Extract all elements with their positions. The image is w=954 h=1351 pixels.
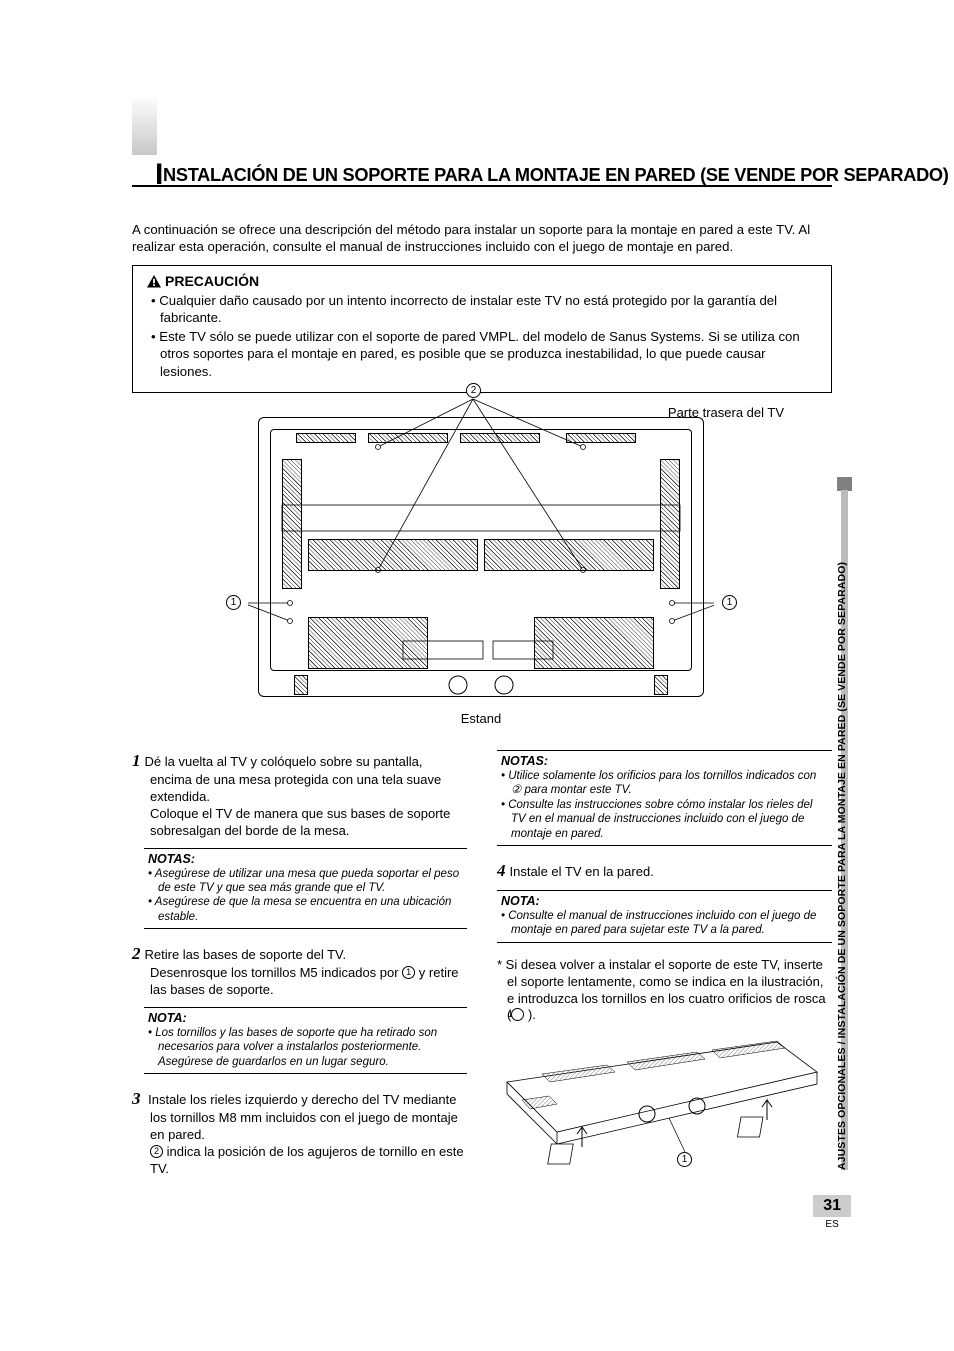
step-text: Dé la vuelta al TV y colóquelo sobre su …: [145, 754, 442, 804]
hatch-region: [296, 433, 356, 443]
step-text: 2 indica la posición de los agujeros de …: [132, 1144, 467, 1178]
step-text: Instale el TV en la pared.: [510, 864, 654, 879]
step-number: 3: [132, 1089, 141, 1108]
step-number: 2: [132, 944, 141, 963]
inline-callout-1: 1: [402, 966, 415, 979]
title-text: NSTALACIÓN DE UN SOPORTE PARA LA MONTAJE…: [163, 165, 948, 185]
note-item: Utilice solamente los orificios para los…: [501, 769, 828, 798]
hatch-region: [534, 617, 654, 669]
stand-hatch: [294, 675, 308, 695]
hatch-region: [460, 433, 540, 443]
note-item: Asegúrese de utilizar una mesa que pueda…: [148, 867, 463, 896]
hatch-region: [308, 617, 428, 669]
step-text: Instale los rieles izquierdo y derecho d…: [145, 1092, 458, 1142]
callout-1-small: 1: [677, 1152, 692, 1167]
note-item: Consulte el manual de instrucciones incl…: [501, 909, 828, 938]
page-language: ES: [813, 1219, 851, 1230]
step-text: Coloque el TV de manera que sus bases de…: [132, 806, 467, 840]
note-item: Los tornillos y las bases de soporte que…: [148, 1026, 463, 1069]
caution-label: PRECAUCIÓN: [165, 273, 259, 289]
side-tab-dark: [837, 477, 852, 491]
step-text: Desenrosque los tornillos M5 indicados p…: [132, 965, 467, 999]
caution-heading: PRECAUCIÓN: [147, 273, 817, 289]
page-title: INSTALACIÓN DE UN SOPORTE PARA LA MONTAJ…: [155, 155, 949, 189]
page-number-block: 31 ES: [813, 1195, 851, 1230]
note-box: NOTAS: Utilice solamente los orificios p…: [497, 750, 832, 846]
warning-icon: [147, 275, 161, 288]
caution-box: PRECAUCIÓN Cualquier daño causado por un…: [132, 265, 832, 393]
step-4: 4 Instale el TV en la pared.: [497, 860, 832, 882]
callout-1-left: 1: [226, 595, 241, 610]
inline-callout-2: 2: [150, 1145, 163, 1158]
step-2: 2 Retire las bases de soporte del TV. Des…: [132, 943, 467, 999]
stand-insert-diagram: 1: [497, 1032, 827, 1172]
stand-hatch: [654, 675, 668, 695]
note-heading: NOTAS:: [148, 852, 463, 866]
note-heading: NOTAS:: [501, 754, 828, 768]
step-3: 3 Instale los rieles izquierdo y derecho…: [132, 1088, 467, 1178]
note-box: NOTA: Consulte el manual de instruccione…: [497, 890, 832, 943]
side-tab-text: AJUSTES OPCIONALES / INSTALACIÓN DE UN S…: [836, 562, 848, 1170]
right-column: NOTAS: Utilice solamente los orificios p…: [497, 750, 832, 1186]
hatch-region: [566, 433, 636, 443]
step-number: 4: [497, 861, 506, 880]
note-box: NOTA: Los tornillos y las bases de sopor…: [144, 1007, 467, 1074]
hatch-region: [368, 433, 448, 443]
left-column: 1Dé la vuelta al TV y colóquelo sobre su…: [132, 750, 467, 1186]
hatch-region: [660, 459, 680, 589]
caution-item: Este TV sólo se puede utilizar con el so…: [151, 328, 817, 379]
steps-columns: 1Dé la vuelta al TV y colóquelo sobre su…: [132, 750, 832, 1186]
note-heading: NOTA:: [148, 1011, 463, 1025]
step-number: 1: [132, 751, 141, 770]
note-heading: NOTA:: [501, 894, 828, 908]
hatch-region: [484, 539, 654, 571]
page-number: 31: [823, 1197, 841, 1214]
tv-rear-diagram: 2 Parte trasera del TV: [248, 385, 714, 725]
callout-2: 2: [466, 383, 481, 398]
title-underline: [132, 185, 832, 187]
note-box: NOTAS: Asegúrese de utilizar una mesa qu…: [144, 848, 467, 930]
callout-1-right: 1: [722, 595, 737, 610]
intro-paragraph: A continuación se ofrece una descripción…: [132, 222, 832, 255]
step-1: 1Dé la vuelta al TV y colóquelo sobre su…: [132, 750, 467, 840]
side-tab: AJUSTES OPCIONALES / INSTALACIÓN DE UN S…: [839, 490, 859, 1210]
step-text: Retire las bases de soporte del TV.: [145, 947, 347, 962]
note-item: Consulte las instrucciones sobre cómo in…: [501, 798, 828, 841]
note-item: Asegúrese de que la mesa se encuentra en…: [148, 895, 463, 924]
hatch-region: [308, 539, 478, 571]
caution-list: Cualquier daño causado por un intento in…: [147, 292, 817, 380]
inline-callout-1: 1: [511, 1008, 524, 1021]
caution-item: Cualquier daño causado por un intento in…: [151, 292, 817, 326]
header-gradient-bar: [132, 95, 157, 155]
stand-svg: [497, 1032, 827, 1172]
hatch-region: [282, 459, 302, 589]
stand-label: Estand: [248, 711, 714, 726]
reinstall-note: * Si desea volver a instalar el soporte …: [497, 957, 832, 1025]
